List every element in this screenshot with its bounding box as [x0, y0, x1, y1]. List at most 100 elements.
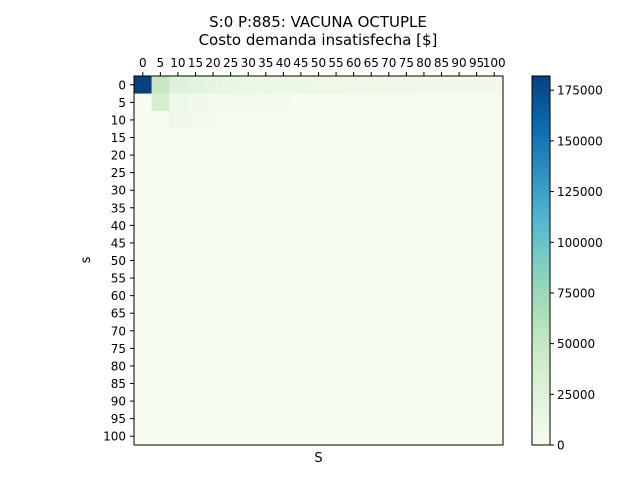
- heatmap-cell: [257, 286, 275, 305]
- heatmap-cell: [415, 93, 434, 112]
- y-axis-ticks: 0 5 10 15 20 25 30 35 40 45 50 55 60 65 70 75 80 85 90 95 10…: [103, 78, 134, 444]
- heatmap-cell: [380, 76, 398, 94]
- heatmap-cells: [134, 76, 504, 446]
- heatmap-cell: [415, 357, 434, 376]
- heatmap-cell: [467, 409, 486, 428]
- heatmap-cell: [415, 286, 434, 305]
- heatmap-cell: [415, 269, 434, 288]
- heatmap-cell: [397, 304, 416, 323]
- heatmap-cell: [397, 111, 416, 130]
- x-tick-label: 45: [293, 56, 308, 70]
- heatmap-cell: [415, 76, 434, 94]
- heatmap-cell: [274, 76, 293, 94]
- heatmap-cell: [450, 146, 469, 165]
- heatmap-cell: [221, 146, 240, 165]
- heatmap-cell: [134, 322, 152, 340]
- heatmap-cell: [169, 357, 188, 376]
- heatmap-cell: [239, 392, 258, 411]
- heatmap-cell: [239, 216, 258, 235]
- heatmap-cell: [169, 392, 188, 411]
- heatmap-cell: [292, 304, 311, 323]
- heatmap-cell: [415, 374, 434, 393]
- heatmap-cell: [239, 163, 258, 182]
- heatmap-cell: [134, 251, 152, 270]
- heatmap-cell: [169, 111, 188, 130]
- heatmap-cell: [309, 409, 328, 428]
- heatmap-cell: [239, 234, 258, 253]
- heatmap-cell: [221, 339, 240, 358]
- y-tick-label: 75: [111, 342, 126, 356]
- heatmap-cell: [151, 76, 170, 94]
- heatmap-cell: [485, 76, 504, 94]
- heatmap-cell: [432, 286, 451, 305]
- heatmap-cell: [309, 304, 328, 323]
- heatmap-cell: [186, 163, 205, 182]
- heatmap-cell: [485, 216, 504, 235]
- heatmap-cell: [485, 234, 504, 253]
- heatmap-cell: [485, 427, 504, 446]
- heatmap-cell: [467, 427, 486, 446]
- heatmap-cell: [292, 269, 311, 288]
- heatmap-cell: [134, 128, 152, 147]
- heatmap-cell: [327, 216, 346, 235]
- x-tick-label: 10: [170, 56, 185, 70]
- heatmap-cell: [151, 234, 170, 253]
- heatmap-cell: [204, 269, 223, 288]
- x-tick-label: 30: [241, 56, 256, 70]
- heatmap-cell: [239, 251, 258, 270]
- heatmap-cell: [151, 199, 170, 217]
- heatmap-cell: [485, 146, 504, 165]
- heatmap-cell: [292, 251, 311, 270]
- heatmap-cell: [292, 409, 311, 428]
- heatmap-cell: [204, 76, 223, 94]
- heatmap-cell: [344, 199, 363, 217]
- heatmap-cell: [274, 322, 293, 340]
- heatmap-cell: [292, 199, 311, 217]
- x-axis-ticks: 0 5 10 15 20 25 30 35 40 45 50 55 60 65 70 75 80 85 90 9510…: [139, 56, 506, 76]
- heatmap-cell: [186, 357, 205, 376]
- heatmap-cell: [450, 286, 469, 305]
- y-tick-label: 0: [118, 78, 126, 92]
- heatmap-cell: [239, 269, 258, 288]
- heatmap-cell: [186, 76, 205, 94]
- heatmap-cell: [344, 93, 363, 112]
- heatmap-cell: [362, 357, 381, 376]
- heatmap-cell: [397, 339, 416, 358]
- heatmap-cell: [415, 163, 434, 182]
- heatmap-cell: [169, 76, 188, 94]
- heatmap-cell: [415, 128, 434, 147]
- heatmap-cell: [450, 339, 469, 358]
- heatmap-cell: [309, 374, 328, 393]
- heatmap-cell: [309, 181, 328, 200]
- heatmap-cell: [467, 269, 486, 288]
- heatmap-cell: [186, 234, 205, 253]
- heatmap-cell: [380, 269, 398, 288]
- heatmap-cell: [485, 374, 504, 393]
- heatmap-cell: [274, 251, 293, 270]
- heatmap-cell: [186, 146, 205, 165]
- heatmap-cell: [239, 409, 258, 428]
- heatmap-cell: [432, 374, 451, 393]
- heatmap-cell: [134, 409, 152, 428]
- heatmap-cell: [362, 409, 381, 428]
- heatmap-cell: [221, 322, 240, 340]
- heatmap-cell: [362, 286, 381, 305]
- heatmap-cell: [151, 374, 170, 393]
- x-tick-label: 50: [311, 56, 326, 70]
- heatmap-cell: [415, 216, 434, 235]
- heatmap-cell: [169, 304, 188, 323]
- heatmap-cell: [309, 128, 328, 147]
- heatmap-cell: [485, 339, 504, 358]
- heatmap-cell: [274, 392, 293, 411]
- heatmap-cell: [397, 374, 416, 393]
- heatmap-cell: [257, 128, 275, 147]
- heatmap-cell: [380, 286, 398, 305]
- heatmap-cell: [186, 251, 205, 270]
- heatmap-cell: [415, 427, 434, 446]
- heatmap-cell: [169, 216, 188, 235]
- heatmap-cell: [362, 76, 381, 94]
- y-tick-label: 35: [111, 201, 126, 215]
- heatmap-cell: [362, 269, 381, 288]
- heatmap-cell: [415, 234, 434, 253]
